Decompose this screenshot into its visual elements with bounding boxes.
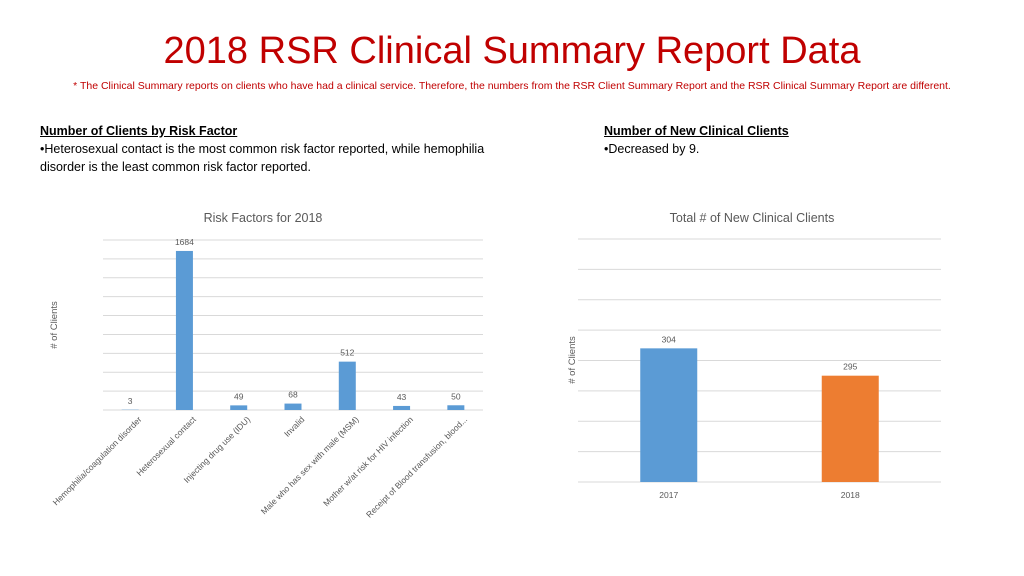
y-axis-label: # of Clients (49, 301, 60, 349)
bar-3 (230, 405, 248, 410)
bar-7 (447, 405, 465, 410)
data-label: 304 (662, 334, 676, 344)
x-tick-label: 2018 (841, 490, 860, 500)
slide-title: 2018 RSR Clinical Summary Report Data (163, 30, 861, 72)
x-tick-label: 2017 (659, 490, 678, 500)
new-clients-heading: Number of New Clinical Clients (604, 124, 789, 138)
data-label: 49 (234, 391, 244, 401)
data-label: 1684 (175, 237, 194, 247)
bar-1 (640, 348, 698, 482)
data-label: 3 (128, 396, 133, 406)
risk-factor-summary: Number of Clients by Risk Factor •Hetero… (40, 122, 500, 176)
data-label: 512 (340, 348, 354, 358)
bar-6 (393, 405, 411, 410)
bar-5 (338, 361, 356, 410)
bar-4 (284, 403, 302, 410)
data-label: 295 (843, 362, 857, 372)
y-axis-label: # of Clients (567, 336, 578, 384)
chart-title: Total # of New Clinical Clients (670, 211, 835, 225)
new-clients-summary: Number of New Clinical Clients •Decrease… (604, 122, 964, 158)
slide-footnote: * The Clinical Summary reports on client… (73, 80, 951, 92)
bar-2 (175, 250, 193, 410)
data-label: 50 (451, 391, 461, 401)
data-label: 43 (397, 392, 407, 402)
new-clients-bullet: •Decreased by 9. (604, 142, 700, 156)
chart-title: Risk Factors for 2018 (204, 211, 323, 225)
data-label: 68 (288, 390, 298, 400)
risk-factor-bullet: •Heterosexual contact is the most common… (40, 142, 485, 174)
bar-2 (821, 375, 879, 482)
risk-factor-heading: Number of Clients by Risk Factor (40, 124, 238, 138)
